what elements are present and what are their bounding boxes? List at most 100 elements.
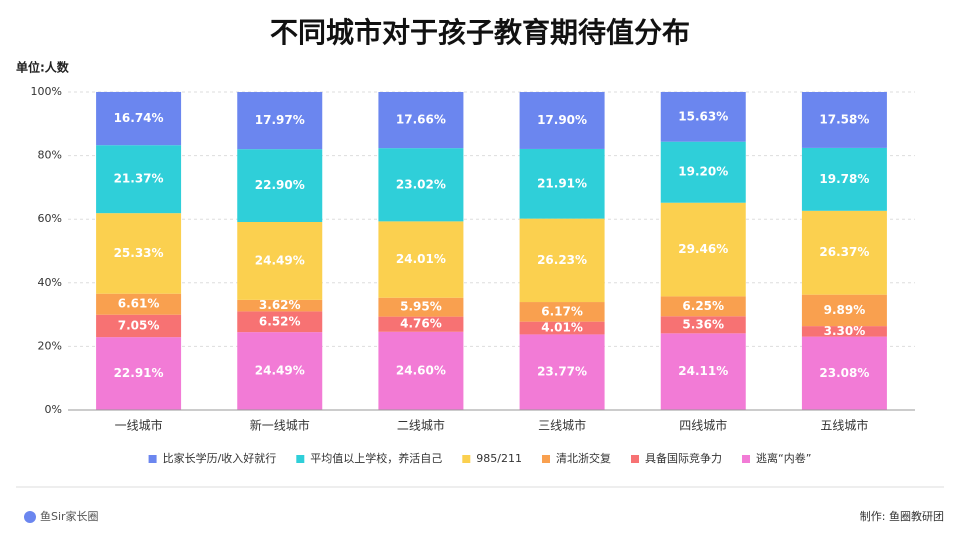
x-tick-label: 新一线城市 bbox=[250, 418, 310, 433]
bar-segment bbox=[801, 336, 887, 410]
legend-swatch bbox=[631, 455, 640, 463]
x-tick-label: 一线城市 bbox=[115, 418, 163, 433]
bar-segment bbox=[660, 202, 746, 297]
bar-segment bbox=[519, 92, 605, 149]
data-label: 19.20% bbox=[678, 165, 728, 179]
data-label: 3.30% bbox=[824, 324, 866, 338]
chart-title: 不同城市对于孩子教育期待值分布 bbox=[270, 16, 690, 49]
bar-segment bbox=[237, 332, 323, 410]
bar-segment bbox=[378, 92, 464, 149]
bar-segment bbox=[660, 296, 746, 317]
legend-label: 逃离“内卷” bbox=[756, 451, 811, 465]
bar-segment bbox=[96, 337, 182, 410]
bar-segment bbox=[801, 147, 887, 211]
bar-segment bbox=[801, 92, 887, 148]
data-label: 24.49% bbox=[255, 364, 305, 378]
data-label: 21.91% bbox=[537, 176, 587, 190]
data-label: 15.63% bbox=[678, 109, 728, 123]
data-label: 26.23% bbox=[537, 253, 587, 267]
legend-label: 985/211 bbox=[476, 452, 522, 465]
x-tick-label: 二线城市 bbox=[397, 418, 445, 433]
data-label: 5.36% bbox=[682, 317, 724, 331]
bar-segment bbox=[96, 213, 182, 294]
credit: 制作: 鱼圈教研团 bbox=[860, 509, 944, 523]
data-label: 17.58% bbox=[819, 112, 869, 126]
legend-swatch bbox=[542, 455, 551, 463]
legend-swatch bbox=[742, 455, 751, 463]
data-label: 21.37% bbox=[114, 172, 164, 186]
legend-swatch bbox=[148, 455, 157, 463]
data-label: 22.91% bbox=[114, 366, 164, 380]
data-label: 24.49% bbox=[255, 253, 305, 267]
data-label: 5.95% bbox=[400, 300, 442, 314]
bar-segment bbox=[519, 148, 605, 219]
data-label: 7.05% bbox=[118, 318, 160, 332]
data-label: 26.37% bbox=[819, 245, 869, 259]
bar-segment bbox=[519, 302, 605, 322]
y-tick-label: 100% bbox=[31, 85, 62, 98]
bar-segment bbox=[378, 316, 464, 332]
bar-segment bbox=[237, 92, 323, 150]
y-tick-label: 80% bbox=[38, 149, 62, 162]
data-label: 24.01% bbox=[396, 252, 446, 266]
data-label: 4.01% bbox=[541, 321, 583, 335]
data-label: 16.74% bbox=[114, 111, 164, 125]
data-label: 29.46% bbox=[678, 242, 728, 256]
bar-segment bbox=[237, 149, 323, 222]
unit-label: 单位:人数 bbox=[16, 60, 70, 75]
bar-segment bbox=[660, 91, 746, 142]
bar-segment bbox=[801, 326, 887, 337]
y-tick-label: 20% bbox=[38, 339, 62, 352]
data-label: 22.90% bbox=[255, 178, 305, 192]
data-label: 23.02% bbox=[396, 177, 446, 191]
data-label: 24.11% bbox=[678, 364, 728, 378]
legend-label: 比家长学历/收入好就行 bbox=[163, 451, 277, 465]
legend-swatch bbox=[296, 455, 305, 463]
bar-segment bbox=[801, 294, 887, 327]
data-label: 23.08% bbox=[819, 366, 869, 380]
data-label: 19.78% bbox=[819, 172, 869, 186]
bar-segment bbox=[660, 316, 746, 334]
brand-icon bbox=[24, 511, 36, 523]
x-tick-label: 四线城市 bbox=[679, 418, 727, 433]
y-tick-label: 0% bbox=[45, 403, 62, 416]
data-label: 25.33% bbox=[114, 246, 164, 260]
data-label: 6.61% bbox=[118, 297, 160, 311]
legend-label: 平均值以上学校，养活自己 bbox=[310, 451, 442, 465]
bar-segment bbox=[96, 91, 182, 146]
data-label: 24.60% bbox=[396, 363, 446, 377]
data-label: 6.25% bbox=[682, 299, 724, 313]
data-label: 23.77% bbox=[537, 365, 587, 379]
bar-segment bbox=[378, 221, 464, 298]
bar-segment bbox=[96, 145, 182, 214]
bar-segment bbox=[237, 221, 323, 300]
bar-segment bbox=[378, 331, 464, 410]
x-tick-label: 五线城市 bbox=[820, 418, 868, 433]
bar-segment bbox=[660, 141, 746, 203]
bar-segment bbox=[519, 334, 605, 410]
legend-label: 具备国际竞争力 bbox=[645, 451, 722, 465]
bar-segment bbox=[96, 293, 182, 315]
y-tick-label: 60% bbox=[38, 212, 62, 225]
data-label: 17.66% bbox=[396, 113, 446, 127]
bar-segment bbox=[378, 297, 464, 317]
y-tick-label: 40% bbox=[38, 276, 62, 289]
bar-segment bbox=[237, 299, 323, 312]
x-tick-label: 三线城市 bbox=[538, 418, 586, 433]
bar-segment bbox=[378, 148, 464, 222]
data-label: 3.62% bbox=[259, 298, 301, 312]
data-label: 17.90% bbox=[537, 113, 587, 127]
bar-segment bbox=[660, 333, 746, 410]
bar-segment bbox=[519, 321, 605, 335]
bar-segment bbox=[801, 210, 887, 295]
legend-label: 清北浙交复 bbox=[556, 451, 611, 465]
data-label: 9.89% bbox=[824, 303, 866, 317]
bar-segment bbox=[237, 311, 323, 333]
bar-segment bbox=[96, 314, 182, 338]
data-label: 17.97% bbox=[255, 113, 305, 127]
legend-swatch bbox=[462, 455, 471, 463]
brand: 鱼Sir家长圈 bbox=[40, 509, 99, 523]
data-label: 4.76% bbox=[400, 317, 442, 331]
